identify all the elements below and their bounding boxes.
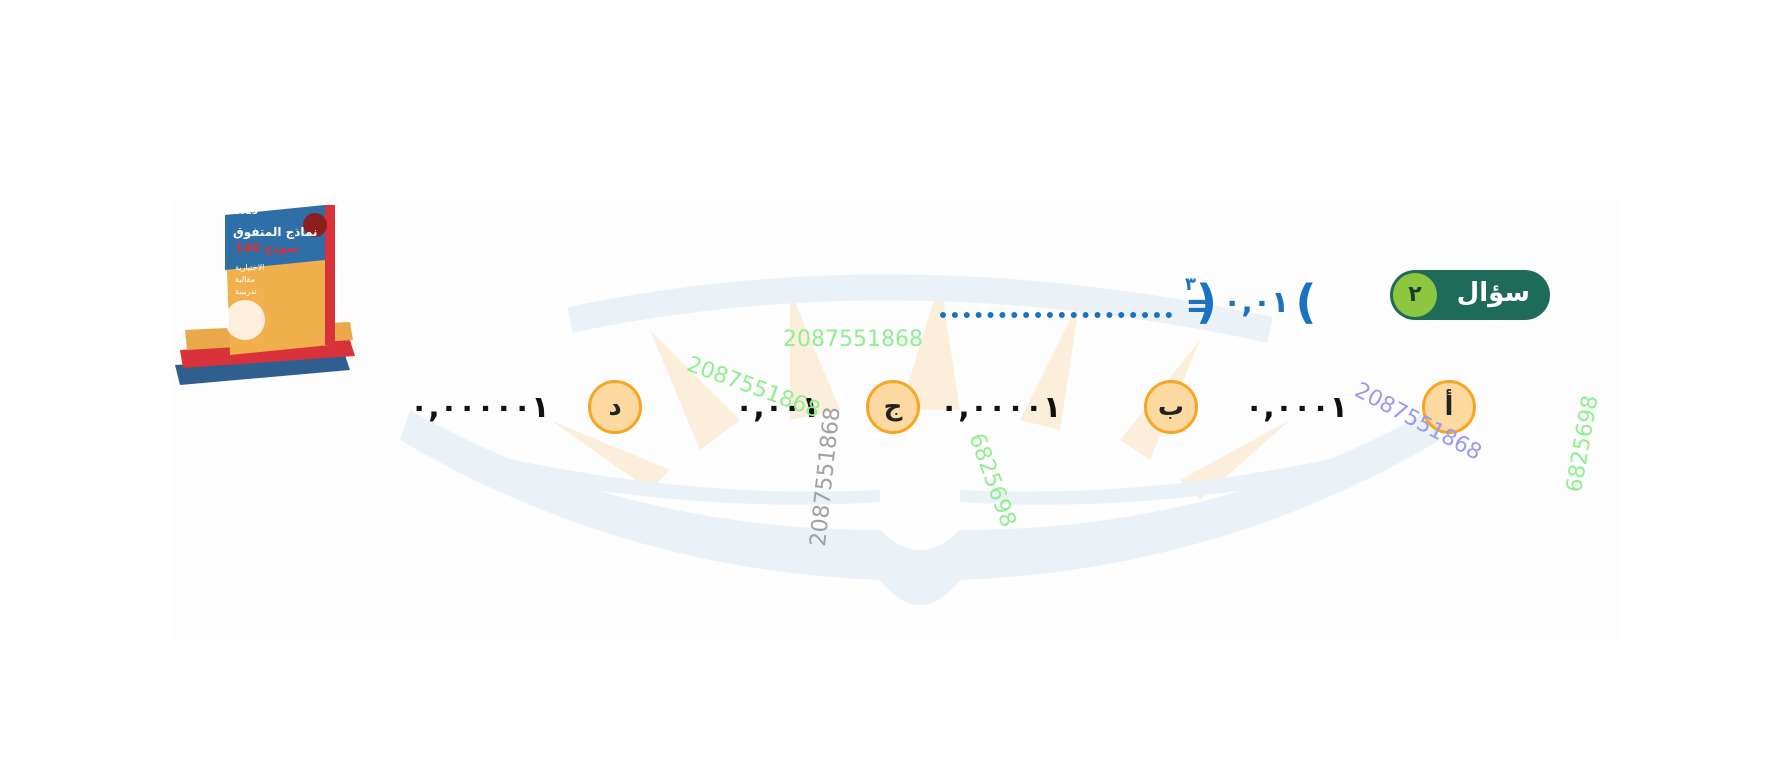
expression-base: ٠,٠١	[1223, 284, 1290, 320]
book-count: 140 نموذج	[235, 241, 299, 256]
option-a-value[interactable]: ٠,٠٠٠١	[1245, 390, 1348, 425]
option-d-badge[interactable]: د	[588, 380, 642, 434]
answer-blank	[940, 312, 1172, 318]
book-line-1: الاختيارية	[235, 263, 264, 272]
close-paren: )	[1196, 275, 1218, 329]
open-paren: (	[1295, 275, 1317, 329]
book-cover-image: 2023 نماذج المتفوق 140 نموذج الاختيارية …	[175, 205, 355, 385]
option-b-value[interactable]: ٠,٠٠٠٠١	[940, 390, 1062, 425]
option-b-badge[interactable]: ب	[1144, 380, 1198, 434]
question-label: سؤال	[1456, 278, 1530, 308]
equals-sign: =	[1185, 285, 1216, 326]
question-pill: سؤال ٢	[1390, 270, 1550, 320]
book-title: نماذج المتفوق	[233, 225, 318, 240]
option-d-value[interactable]: ٠,٠٠٠٠٠١	[410, 390, 550, 425]
option-a-badge[interactable]: أ	[1422, 380, 1476, 434]
option-c-badge[interactable]: ج	[866, 380, 920, 434]
exponent: ٣	[1185, 274, 1196, 295]
open-book-logo-watermark	[400, 274, 1440, 605]
option-c-value[interactable]: ٠,٠٠١	[735, 390, 820, 425]
book-line-3: تدريبية	[235, 287, 257, 296]
question-number-badge: ٢	[1393, 273, 1437, 317]
watermark-text: 2087551868	[783, 327, 923, 352]
book-line-2: مقالية	[235, 275, 255, 284]
math-expression: ٣ ) ٠,٠١ (	[1185, 272, 1380, 332]
book-year: 2023	[233, 207, 258, 217]
